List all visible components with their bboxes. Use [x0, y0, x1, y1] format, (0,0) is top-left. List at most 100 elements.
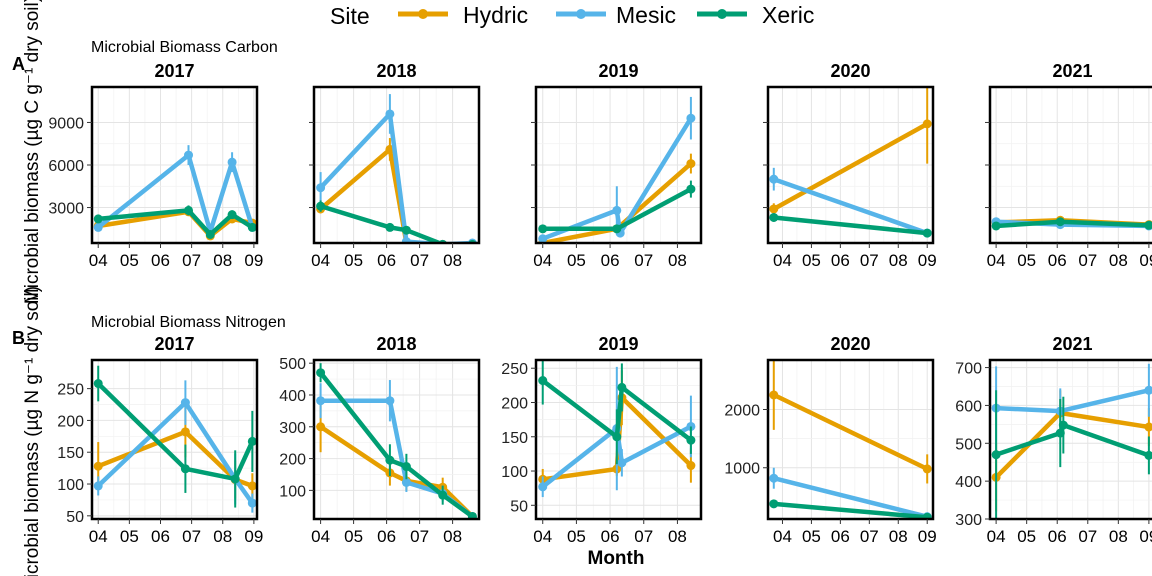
x-tick-label: 07	[410, 251, 429, 270]
legend-key-marker	[418, 9, 428, 19]
data-point	[686, 461, 696, 471]
data-point	[184, 150, 194, 160]
data-point	[180, 464, 190, 474]
x-tick-label: 07	[182, 527, 201, 546]
data-point	[1144, 220, 1152, 230]
x-tick-label: 04	[773, 527, 792, 546]
x-tick-label: 08	[668, 527, 687, 546]
plot-background	[768, 360, 933, 519]
data-point	[438, 490, 448, 500]
y-axis-title-nitrogen: Microbial biomass (µg N g⁻¹ dry soil)	[22, 286, 43, 576]
series-xeric	[769, 499, 932, 519]
y-tick-label: 200	[279, 452, 306, 469]
data-point	[184, 205, 194, 215]
plot-area	[316, 363, 477, 519]
y-tick-label: 400	[955, 474, 982, 491]
panel-title: 2020	[830, 61, 870, 81]
legend-label-mesic: Mesic	[616, 2, 676, 28]
data-point	[93, 214, 103, 224]
data-point	[922, 228, 932, 238]
x-tick-label: 05	[802, 527, 821, 546]
data-point	[991, 450, 1001, 460]
data-point	[617, 458, 627, 468]
data-point	[769, 390, 779, 400]
y-tick-label: 100	[501, 464, 528, 481]
series-xeric	[991, 217, 1152, 231]
x-tick-label: 04	[311, 527, 330, 546]
x-tick-label: 06	[831, 527, 850, 546]
series-xeric	[93, 205, 257, 239]
data-point	[227, 157, 237, 167]
plot-background	[990, 360, 1152, 519]
x-tick-label: 06	[1048, 527, 1067, 546]
data-point	[468, 239, 477, 243]
panel-border	[988, 358, 1152, 521]
series-line-xeric	[95, 381, 255, 482]
data-point	[769, 212, 779, 222]
panel-nitrogen-2018: 2018 04 05 06 07 08 100 200 300 400 500	[279, 334, 481, 546]
series-line-hydric	[95, 429, 255, 489]
x-tick-label: 08	[1109, 251, 1128, 270]
series-line-mesic	[540, 424, 694, 490]
series-line-mesic	[771, 176, 930, 236]
y-tick-label: 200	[501, 395, 528, 412]
x-tick-label: 08	[1109, 527, 1128, 546]
x-tick-label: 05	[567, 251, 586, 270]
series-xeric	[93, 365, 257, 508]
data-point	[991, 221, 1001, 231]
data-point	[385, 455, 395, 465]
panels: 2017 04 05 06 07 08 09 3000 6000 9000 2018 04 05 06 07…	[48, 61, 1152, 546]
series-xeric	[316, 363, 477, 519]
data-point	[180, 398, 190, 408]
y-tick-label: 600	[955, 398, 982, 415]
panel-carbon-2021: 2021 04 05 06 07 08 09	[985, 61, 1152, 270]
panel-nitrogen-2019: 2019 04 05 06 07 08 50 100 150 200 250	[501, 334, 703, 546]
panel-carbon-2019: 2019 04 05 06 07 08	[531, 61, 703, 270]
data-point	[180, 427, 190, 437]
y-tick-label: 6000	[48, 158, 84, 175]
data-point	[401, 477, 411, 487]
y-tick-label: 500	[955, 436, 982, 453]
data-point	[538, 482, 548, 492]
panel-carbon-2018: 2018 04 05 06 07 08	[309, 61, 481, 270]
data-point	[247, 498, 257, 508]
panel-title: 2018	[376, 61, 416, 81]
data-point	[230, 474, 240, 484]
x-tick-label: 06	[151, 527, 170, 546]
panel-title: 2017	[154, 61, 194, 81]
plot-background	[92, 360, 257, 519]
data-point	[205, 229, 215, 239]
data-point	[538, 234, 548, 243]
series-line-xeric	[771, 501, 930, 519]
x-tick-label: 05	[344, 251, 363, 270]
plot-area	[991, 215, 1152, 231]
x-tick-label: 04	[311, 251, 330, 270]
data-point	[401, 462, 411, 472]
data-point	[385, 222, 395, 232]
data-point	[769, 174, 779, 184]
series-xeric	[769, 212, 932, 238]
data-point	[769, 473, 779, 483]
data-point	[538, 376, 548, 386]
data-point	[401, 237, 411, 243]
data-point	[769, 499, 779, 509]
series-line-hydric	[771, 392, 930, 472]
legend: Site Hydric Mesic Xeric	[330, 2, 814, 29]
gridlines	[768, 87, 933, 243]
series-line-xeric	[540, 378, 694, 443]
panel-tag-a: A	[12, 54, 25, 74]
y-tick-label: 50	[66, 509, 84, 526]
x-tick-label: 08	[213, 251, 232, 270]
x-tick-label: 08	[668, 251, 687, 270]
data-point	[247, 222, 257, 232]
panel-border	[90, 358, 259, 521]
x-tick-label: 05	[344, 527, 363, 546]
gridlines	[768, 360, 933, 519]
y-tick-label: 1000	[724, 461, 760, 478]
data-point	[316, 183, 326, 193]
x-tick-label: 08	[889, 251, 908, 270]
data-point	[316, 422, 326, 432]
y-tick-label: 250	[57, 382, 84, 399]
series-xeric	[538, 180, 696, 234]
